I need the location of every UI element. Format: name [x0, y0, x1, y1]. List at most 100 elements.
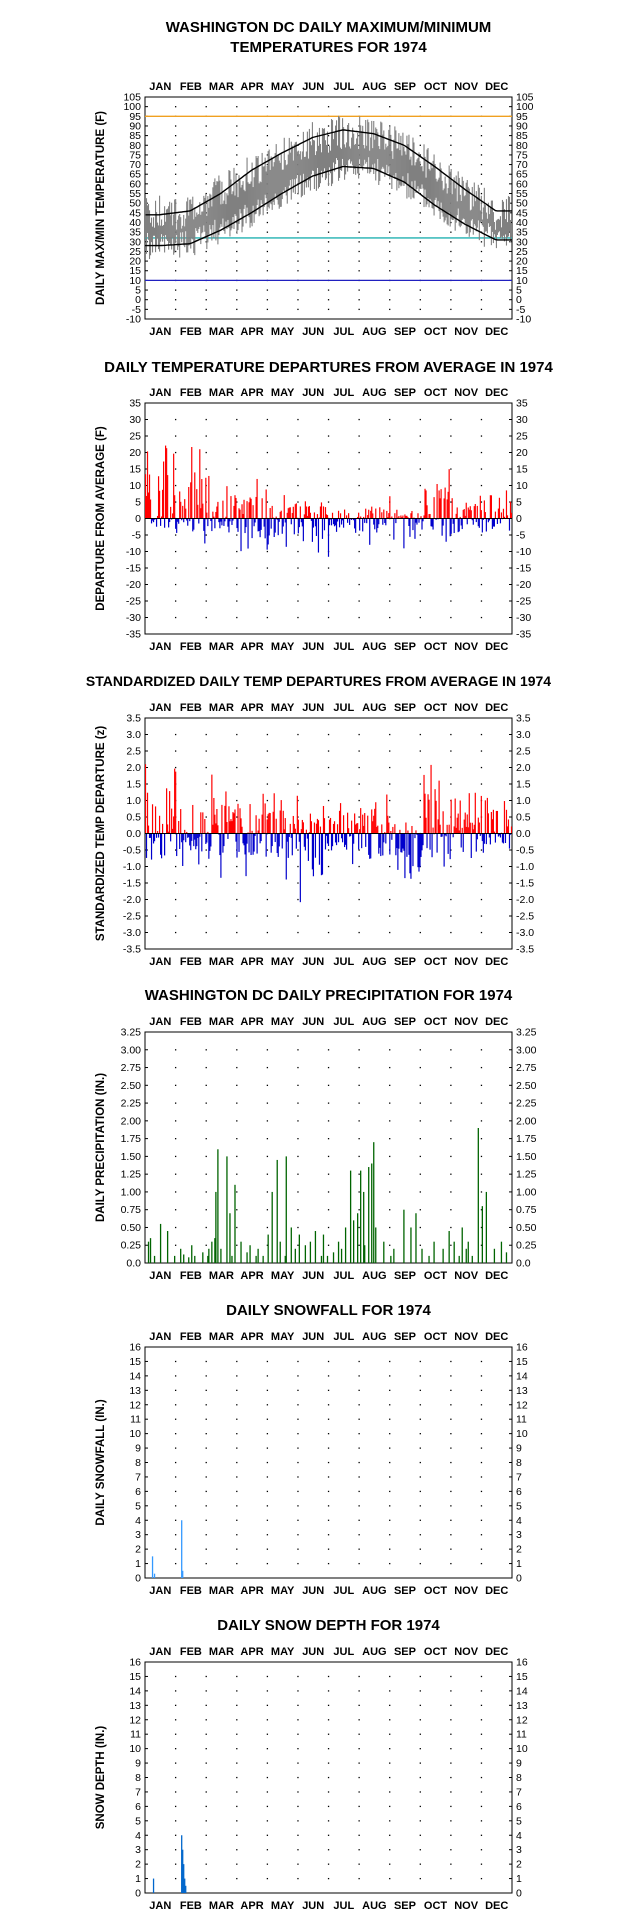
month-label-bottom: SEP: [394, 956, 416, 968]
y-tick-label-left: 25: [129, 246, 141, 258]
month-label-bottom: JUL: [333, 956, 354, 968]
grid-dot: [205, 1102, 207, 1104]
grid-dot: [174, 1490, 177, 1493]
grid-dot: [174, 1138, 177, 1140]
y-axis-label: STANDARDIZED TEMP DEPARTURE (z): [95, 726, 107, 941]
grid-dot: [297, 534, 299, 536]
month-label-bottom: JUN: [302, 326, 324, 338]
month-label-bottom: SEP: [394, 326, 416, 338]
month-label-top: NOV: [454, 1331, 479, 1343]
grid-dot: [327, 308, 330, 311]
grid-dot: [327, 1805, 330, 1808]
month-label-top: MAR: [209, 81, 234, 93]
grid-dot: [450, 1877, 452, 1880]
grid-dot: [419, 1138, 421, 1140]
y-tick-label-right: 0: [516, 294, 522, 306]
y-tick-label-left: 5: [135, 1815, 141, 1827]
y-tick-label-right: 10: [516, 1743, 528, 1755]
y-tick-label-right: 30: [516, 414, 528, 426]
y-tick-label-left: -5: [132, 530, 141, 542]
grid-dot: [450, 1704, 452, 1707]
month-label-bottom: JAN: [149, 326, 171, 338]
grid-dot: [358, 766, 360, 769]
grid-dot: [389, 534, 391, 536]
grid-dot: [174, 1791, 177, 1793]
y-tick-label-right: -1.0: [516, 861, 534, 873]
grid-dot: [358, 931, 360, 934]
grid-dot: [450, 1049, 452, 1051]
grid-dot: [358, 1404, 360, 1406]
y-tick-label-right: 13: [516, 1385, 528, 1397]
month-label-bottom: MAY: [271, 641, 295, 653]
grid-dot: [266, 1173, 269, 1175]
y-tick-label-right: 14: [516, 1370, 528, 1382]
grid-dot: [236, 1748, 238, 1750]
y-tick-label-left: 10: [129, 275, 141, 287]
grid-dot: [205, 1877, 207, 1880]
grid-dot: [205, 192, 207, 195]
y-axis-label: DAILY PRECIPITATION (IN.): [95, 1073, 107, 1222]
grid-dot: [266, 1084, 269, 1087]
grid-dot: [358, 1389, 360, 1392]
y-tick-label-right: -10: [516, 314, 531, 326]
grid-dot: [174, 468, 177, 470]
grid-dot: [480, 1863, 483, 1865]
month-label-top: SEP: [394, 1331, 416, 1343]
y-tick-label-left: 14: [129, 1370, 141, 1382]
grid-dot: [297, 616, 299, 619]
grid-dot: [480, 1433, 483, 1435]
grid-dot: [236, 1877, 238, 1880]
grid-dot: [389, 1138, 391, 1140]
grid-dot: [389, 1776, 391, 1779]
grid-dot: [358, 1505, 360, 1507]
grid-dot: [358, 202, 360, 204]
grid-dot: [389, 241, 391, 243]
grid-dot: [327, 1461, 330, 1464]
grid-dot: [327, 484, 330, 487]
grid-dot: [205, 241, 207, 243]
grid-dot: [174, 1863, 177, 1865]
grid-dot: [480, 1404, 483, 1406]
grid-dot: [236, 451, 238, 454]
grid-dot: [358, 270, 360, 272]
y-tick-label-right: 1: [516, 1873, 522, 1885]
y-tick-label-left: 8: [135, 1457, 141, 1469]
grid-dot: [480, 250, 483, 253]
grid-dot: [480, 308, 483, 311]
chart-title: WASHINGTON DC DAILY PRECIPITATION FOR 19…: [145, 987, 513, 1004]
grid-dot: [358, 1226, 360, 1229]
grid-dot: [419, 202, 421, 204]
grid-dot: [389, 1505, 391, 1507]
grid-dot: [358, 849, 360, 851]
grid-dot: [174, 484, 177, 487]
y-tick-label-right: 1: [516, 1558, 522, 1570]
grid-dot: [174, 1476, 177, 1478]
grid-dot: [266, 125, 269, 127]
grid-dot: [174, 1690, 177, 1692]
grid-dot: [174, 1375, 177, 1377]
grid-dot: [297, 1049, 299, 1051]
grid-dot: [389, 221, 391, 224]
y-axis-label: DAILY SNOWFALL (IN.): [95, 1399, 107, 1525]
grid-dot: [327, 1490, 330, 1493]
grid-dot: [450, 231, 452, 233]
grid-dot: [297, 1762, 299, 1764]
month-label-bottom: DEC: [485, 1900, 508, 1912]
grid-dot: [174, 600, 177, 602]
grid-dot: [236, 915, 238, 917]
y-tick-label-left: 20: [129, 256, 141, 268]
y-tick-label-right: 10: [516, 1428, 528, 1440]
grid-dot: [327, 1404, 330, 1406]
grid-dot: [480, 1209, 483, 1211]
y-tick-label-right: 8: [516, 1457, 522, 1469]
grid-dot: [327, 1762, 330, 1764]
grid-dot: [174, 1762, 177, 1764]
grid-dot: [450, 534, 452, 536]
grid-dot: [236, 1447, 238, 1449]
grid-dot: [358, 1476, 360, 1478]
month-label-top: MAY: [271, 1331, 295, 1343]
grid-dot: [450, 135, 452, 137]
grid-dot: [419, 1476, 421, 1478]
y-tick-label-right: -10: [516, 546, 531, 558]
month-label-top: MAY: [271, 387, 295, 399]
